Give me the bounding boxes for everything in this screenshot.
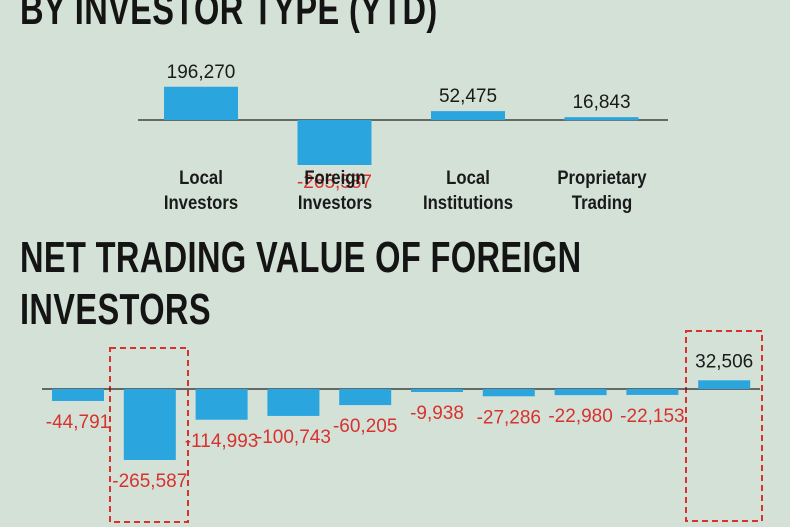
data-label: -60,205 bbox=[333, 416, 397, 437]
bar bbox=[164, 86, 238, 120]
data-label: -100,743 bbox=[256, 427, 331, 448]
bar bbox=[626, 389, 679, 395]
data-label: 196,270 bbox=[167, 62, 236, 83]
data-label: -9,938 bbox=[410, 403, 464, 424]
category-label: Foreign Investors bbox=[297, 168, 372, 214]
chart-title: BY INVESTOR TYPE (YTD) bbox=[20, 0, 438, 34]
data-label: 16,843 bbox=[572, 92, 630, 113]
bar bbox=[482, 389, 535, 397]
bar bbox=[698, 380, 751, 389]
bar bbox=[123, 389, 176, 460]
category-label: Local Investors bbox=[163, 168, 239, 214]
highlight-box bbox=[109, 347, 189, 523]
data-label: -27,286 bbox=[477, 407, 541, 428]
bar bbox=[431, 111, 505, 120]
bar bbox=[297, 120, 372, 165]
data-label: -265,587 bbox=[112, 471, 187, 492]
highlight-box bbox=[685, 330, 763, 522]
data-label: -22,153 bbox=[620, 406, 684, 427]
bar bbox=[564, 117, 639, 121]
data-label: 32,506 bbox=[695, 351, 753, 372]
category-label: Local Institutions bbox=[422, 168, 514, 214]
category-label: Proprietary Trading bbox=[556, 168, 647, 214]
data-label: -44,791 bbox=[46, 412, 110, 433]
bar bbox=[554, 389, 607, 396]
bar bbox=[411, 389, 463, 392]
bar bbox=[339, 389, 392, 406]
bar bbox=[267, 389, 320, 416]
bar bbox=[195, 389, 248, 420]
bar bbox=[52, 389, 104, 401]
chart-title: NET TRADING VALUE OF FOREIGN INVESTORS bbox=[20, 233, 582, 334]
data-label: -265,587 bbox=[297, 172, 372, 193]
data-label: 52,475 bbox=[439, 86, 497, 107]
data-label: -114,993 bbox=[185, 431, 259, 452]
data-label: -22,980 bbox=[548, 406, 612, 427]
